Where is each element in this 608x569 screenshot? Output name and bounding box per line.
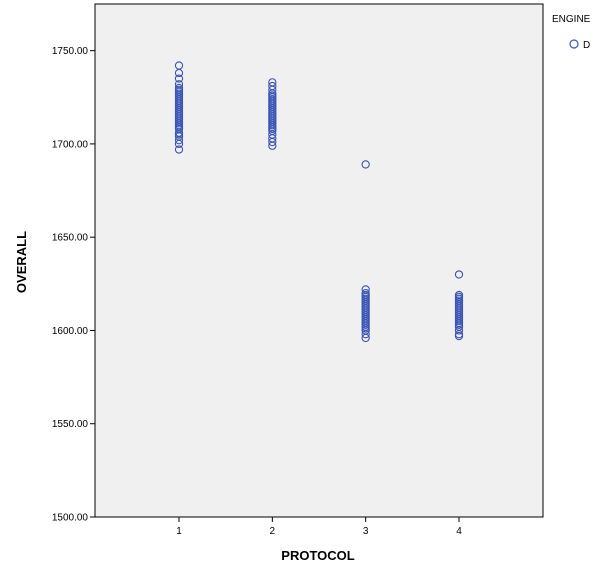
data-point [174,74,184,83]
data-point [454,270,464,279]
data-point [454,331,464,341]
data-point [361,160,370,169]
legend: ENGINE D [552,14,591,51]
x-axis: 1 2 3 4 [176,517,462,537]
y-tick-label: 1700.00 [52,139,89,150]
x-tick-label: 1 [176,526,182,537]
y-tick-label: 1650.00 [52,233,89,244]
y-axis: 1500.00 1550.00 1600.00 1650.00 1700.00 1750.… [52,46,95,524]
data-point [268,141,277,150]
legend-entry-d: D [583,40,590,51]
x-tick-label: 3 [363,526,369,537]
legend-title: ENGINE [552,14,591,25]
legend-marker [569,39,579,49]
data-point [174,136,184,145]
y-axis-title: OVERALL [14,231,29,293]
data-points [174,61,464,343]
data-point [361,330,370,339]
data-point [174,68,184,78]
x-tick-label: 2 [270,526,276,537]
y-tick-label: 1750.00 [52,46,89,57]
y-tick-label: 1500.00 [52,513,89,524]
y-tick-label: 1550.00 [52,419,89,430]
x-axis-title: PROTOCOL [281,548,354,563]
y-tick-label: 1600.00 [52,326,89,337]
plot-area [94,3,544,518]
data-point [361,333,370,343]
data-point [454,326,464,335]
data-point [174,139,184,149]
x-tick-label: 4 [456,526,462,537]
data-point [268,137,277,147]
data-point [174,145,184,154]
